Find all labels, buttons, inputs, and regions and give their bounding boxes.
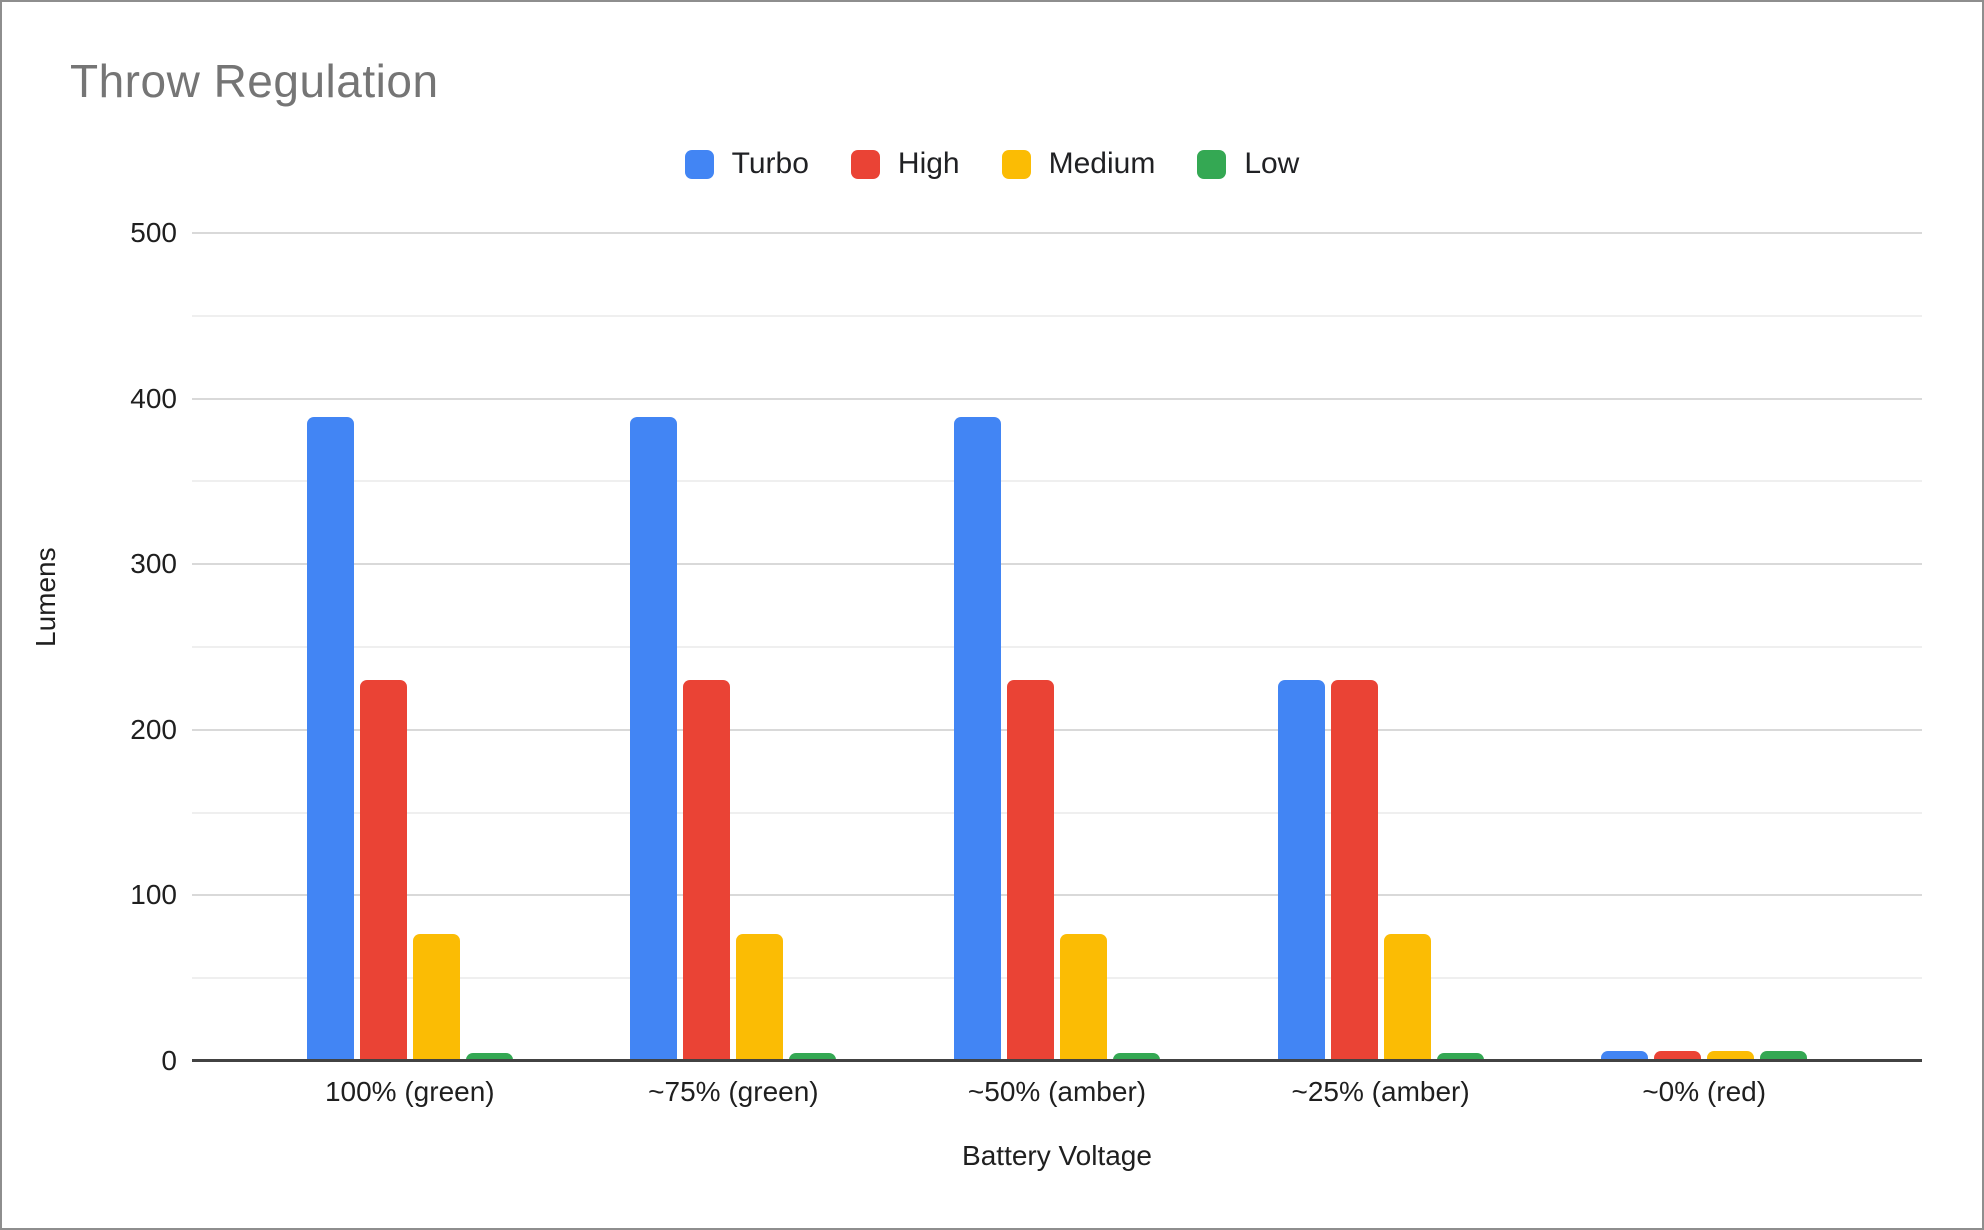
legend-label-high: High xyxy=(897,147,960,180)
plot-area xyxy=(192,232,1922,1062)
legend: Turbo High Medium Low xyxy=(2,140,1982,188)
legend-item-low[interactable]: Low xyxy=(1197,147,1299,181)
bar-medium-75-green[interactable] xyxy=(736,933,784,1061)
gridline-minor-350 xyxy=(192,480,1922,483)
bar-group-0-red xyxy=(1542,233,1866,1061)
gridline-minor-50 xyxy=(192,977,1922,980)
bar-high-75-green[interactable] xyxy=(683,680,731,1061)
bar-turbo-100-green[interactable] xyxy=(306,416,354,1061)
legend-label-turbo: Turbo xyxy=(731,147,809,180)
x-tick-label-50-amber: ~50% (amber) xyxy=(967,1076,1147,1107)
y-tick-label-300: 300 xyxy=(130,548,177,580)
bar-group-100-green xyxy=(248,233,572,1061)
bar-low-100-green[interactable] xyxy=(465,1052,513,1061)
bar-high-25-amber[interactable] xyxy=(1330,680,1378,1061)
gridline-major-400 xyxy=(192,397,1922,400)
x-axis-title: Battery Voltage xyxy=(962,1140,1152,1171)
x-tick-label-100-green: 100% (green) xyxy=(324,1076,495,1107)
bar-group-50-amber xyxy=(895,233,1219,1061)
legend-item-high[interactable]: High xyxy=(850,147,960,181)
y-tick-label-200: 200 xyxy=(130,713,177,745)
y-axis-title-text: Lumens xyxy=(30,547,61,647)
y-tick-label-400: 400 xyxy=(130,382,177,414)
bar-high-50-amber[interactable] xyxy=(1006,680,1054,1061)
bar-turbo-25-amber[interactable] xyxy=(1277,680,1325,1061)
gridline-minor-150 xyxy=(192,811,1922,814)
gridline-major-200 xyxy=(192,728,1922,731)
bar-low-0-red[interactable] xyxy=(1760,1051,1808,1061)
bar-turbo-0-red[interactable] xyxy=(1601,1051,1649,1061)
bar-medium-100-green[interactable] xyxy=(412,933,460,1061)
legend-label-low: Low xyxy=(1244,147,1300,180)
legend-swatch-turbo xyxy=(684,149,714,179)
bar-medium-50-amber[interactable] xyxy=(1059,933,1107,1061)
legend-label-medium: Medium xyxy=(1048,147,1156,180)
bar-medium-0-red[interactable] xyxy=(1707,1051,1755,1061)
legend-item-medium[interactable]: Medium xyxy=(1001,147,1156,181)
bar-group-75-green xyxy=(572,233,896,1061)
y-tick-label-0: 0 xyxy=(161,1045,177,1076)
bar-low-25-amber[interactable] xyxy=(1436,1052,1484,1061)
y-tick-label-100: 100 xyxy=(130,879,177,911)
bar-turbo-50-amber[interactable] xyxy=(953,416,1001,1061)
legend-swatch-high xyxy=(850,149,880,179)
gridline-minor-450 xyxy=(192,314,1922,317)
x-tick-label-75-green: ~75% (green) xyxy=(648,1076,819,1107)
gridline-minor-250 xyxy=(192,646,1922,648)
x-tick-label-0-red: ~0% (red) xyxy=(1642,1076,1767,1107)
x-tick-label-25-amber: ~25% (amber) xyxy=(1291,1076,1470,1107)
gridline-major-500 xyxy=(192,232,1922,234)
bar-low-50-amber[interactable] xyxy=(1112,1052,1160,1061)
bar-turbo-75-green[interactable] xyxy=(630,416,678,1061)
y-tick-label-500: 500 xyxy=(130,217,177,248)
legend-swatch-low xyxy=(1197,149,1227,179)
bar-high-100-green[interactable] xyxy=(359,680,407,1061)
bar-medium-25-amber[interactable] xyxy=(1383,933,1431,1061)
gridline-major-300 xyxy=(192,563,1922,566)
legend-item-turbo[interactable]: Turbo xyxy=(684,147,809,181)
bar-high-0-red[interactable] xyxy=(1654,1051,1702,1061)
legend-swatch-medium xyxy=(1001,149,1031,179)
chart-title: Throw Regulation xyxy=(70,55,439,107)
bar-low-75-green[interactable] xyxy=(789,1052,837,1061)
x-axis-line xyxy=(192,1059,1922,1062)
gridline-major-100 xyxy=(192,894,1922,897)
bar-group-25-amber xyxy=(1219,233,1543,1061)
